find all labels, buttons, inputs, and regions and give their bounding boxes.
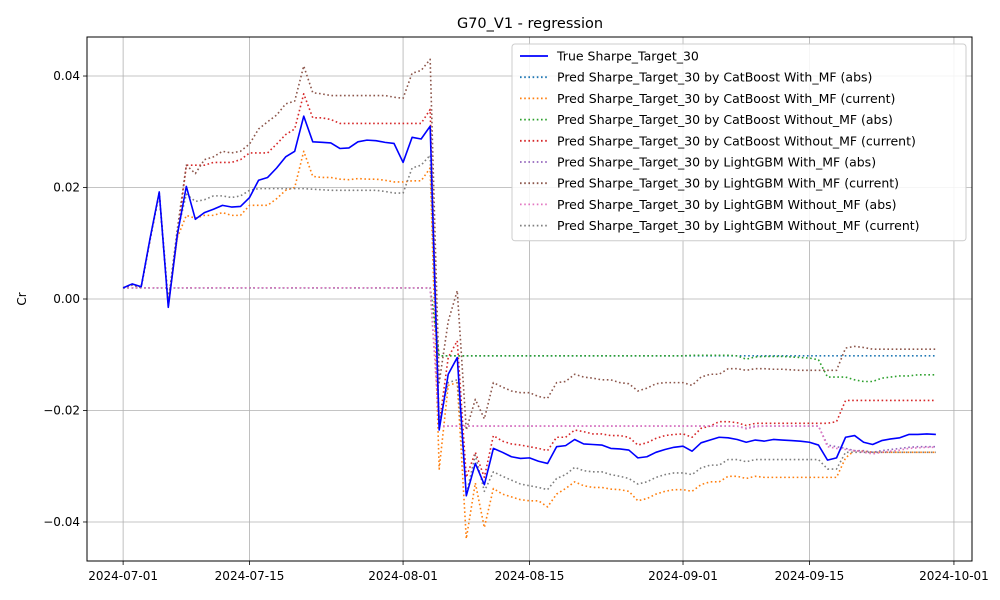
legend-entry: True Sharpe_Target_30	[556, 49, 699, 64]
y-tick-label: 0.04	[53, 69, 80, 83]
x-tick-label: 2024-09-15	[775, 569, 845, 583]
legend-entry: Pred Sharpe_Target_30 by CatBoost With_M…	[557, 91, 895, 106]
x-tick-label: 2024-08-15	[495, 569, 565, 583]
x-tick-label: 2024-09-01	[648, 569, 718, 583]
legend-entry: Pred Sharpe_Target_30 by LightGBM With_M…	[557, 176, 899, 191]
x-tick-label: 2024-07-15	[215, 569, 285, 583]
series-line-0	[122, 115, 936, 497]
x-ticks: 2024-07-01 2024-07-15 2024-08-01 2024-08-15…	[88, 561, 989, 583]
x-tick-label: 2024-07-01	[88, 569, 158, 583]
series-line-6	[122, 58, 936, 431]
x-tick-label: 2024-08-01	[368, 569, 438, 583]
legend-entry: Pred Sharpe_Target_30 by CatBoost Withou…	[557, 133, 916, 148]
y-axis-label: Cr	[15, 292, 29, 305]
chart-title: G70_V1 - regression	[457, 16, 603, 32]
legend-entry: Pred Sharpe_Target_30 by CatBoost With_M…	[557, 70, 872, 85]
legend-entry: Pred Sharpe_Target_30 by LightGBM Withou…	[557, 197, 897, 212]
y-tick-label: −0.04	[43, 515, 80, 529]
x-tick-label: 2024-10-01	[919, 569, 989, 583]
y-tick-label: 0.00	[53, 292, 80, 306]
legend-box	[511, 43, 967, 242]
legend-entry: Pred Sharpe_Target_30 by CatBoost Withou…	[557, 112, 893, 127]
legend-entry: Pred Sharpe_Target_30 by LightGBM Withou…	[557, 218, 920, 233]
y-ticks: −0.04 −0.02 0.00 0.02 0.04	[43, 69, 87, 529]
y-tick-label: −0.02	[43, 403, 80, 417]
series-line-4	[122, 93, 936, 479]
y-tick-label: 0.02	[53, 181, 80, 195]
legend-entry: Pred Sharpe_Target_30 by LightGBM With_M…	[557, 155, 876, 170]
legend: True Sharpe_Target_30 Pred Sharpe_Target_…	[511, 43, 967, 242]
series-line-7	[123, 287, 936, 455]
series-layer	[122, 58, 936, 540]
